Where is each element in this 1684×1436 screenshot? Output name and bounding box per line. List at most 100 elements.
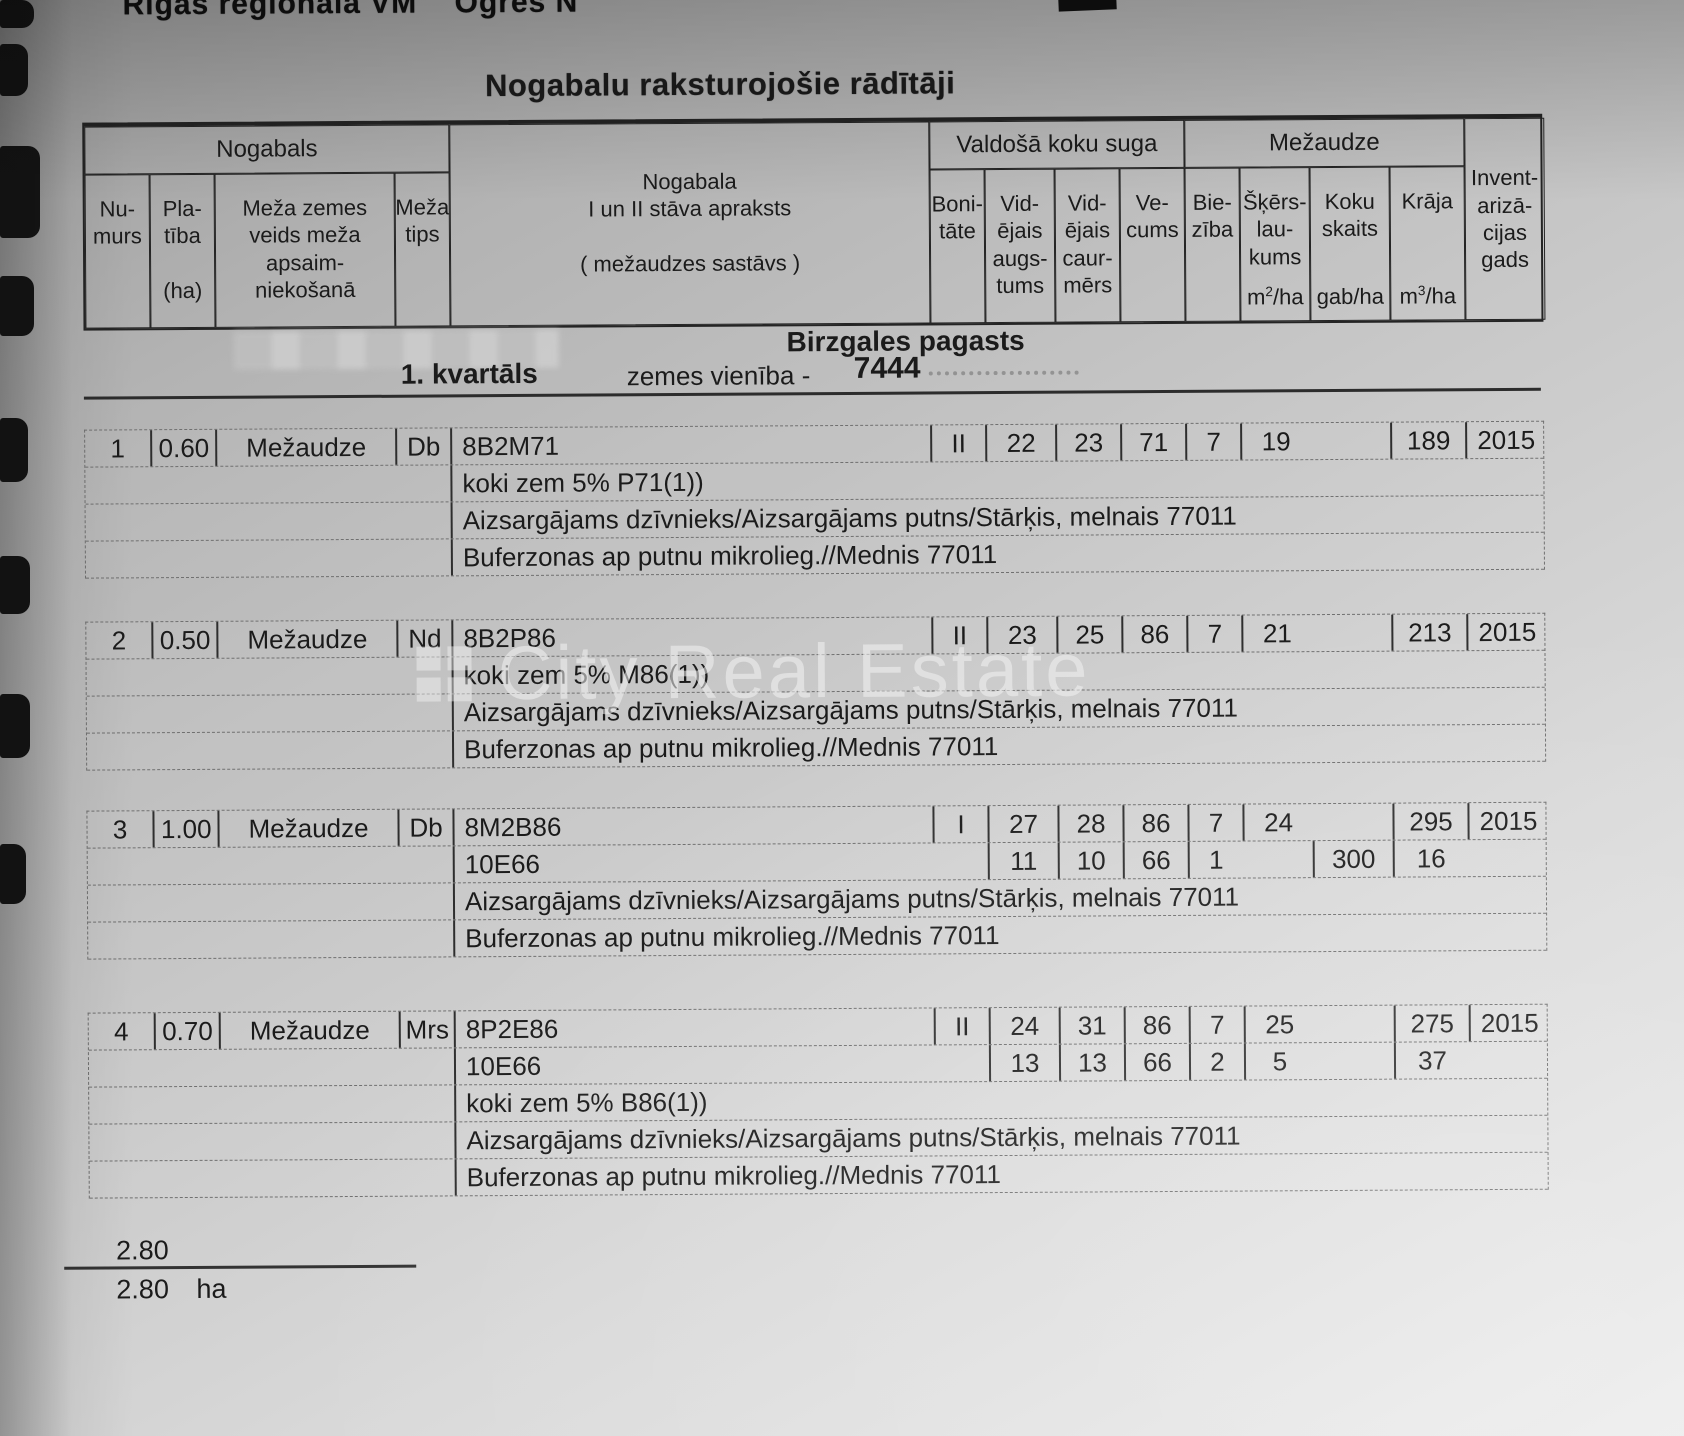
- cell-numurs: 1: [110, 432, 126, 463]
- cell-skerslaukums: 19: [1240, 423, 1311, 460]
- header-bieziba: Bie- zība: [1184, 167, 1241, 322]
- cell-bonitate: II: [931, 617, 987, 654]
- cell-caurmers: 23: [1055, 424, 1121, 461]
- header-koku-skaits: Koku skaits gab/ha: [1309, 166, 1391, 322]
- cell-caurmers: 28: [1057, 805, 1123, 842]
- zemes-vieniba-redacted-dots: [928, 370, 1079, 376]
- cell-tips: Db: [397, 809, 453, 846]
- record-1: 1 0.60 Mežaudze Db 8B2M71 II 22 23 71 7 …: [84, 420, 1546, 579]
- header-apraksts: Nogabala I un II stāva apraksts ( mežaud…: [449, 121, 931, 327]
- cell-augstums: 27: [987, 805, 1058, 843]
- binding-mark: [0, 0, 34, 28]
- cell-vecums: 66: [1123, 1043, 1190, 1081]
- cell-kraja: 189: [1390, 422, 1466, 459]
- cell-sastavs: Aizsargājams dzīvnieks/Aizsargājams putn…: [452, 880, 1239, 920]
- cell-augstums: 13: [988, 1044, 1060, 1082]
- zemes-vieniba-label: zemes vienība -: [626, 360, 811, 392]
- cell-sastavs: Buferzonas ap putnu mikrolieg.//Mednis 7…: [454, 1156, 1001, 1196]
- record-row: Buferzonas ap putnu mikrolieg.//Mednis 7…: [85, 532, 1544, 579]
- record-4: 4 0.70 Mežaudze Mrs 8P2E86 II 24 31 86 7…: [87, 1003, 1549, 1199]
- cell-kraja: 37: [1393, 1042, 1470, 1079]
- binding-mark: [0, 418, 28, 482]
- header-meza-tips: Meža tips: [394, 172, 451, 327]
- cell-augstums: 22: [985, 424, 1056, 462]
- platiba-total: 2.80 ha: [116, 1274, 226, 1306]
- cell-kraja: 16: [1392, 840, 1468, 877]
- header-group-mezaudze: Mežaudze: [1184, 118, 1465, 168]
- kvartals-label: 1. kvartāls: [400, 357, 538, 390]
- cell-skerslaukums: 5: [1243, 1043, 1315, 1080]
- binding-mark: [0, 146, 40, 238]
- cell-sastavs: Buferzonas ap putnu mikrolieg.//Mednis 7…: [450, 536, 997, 576]
- record-row: Buferzonas ap putnu mikrolieg.//Mednis 7…: [89, 1152, 1548, 1199]
- cell-skerslaukums: 21: [1241, 615, 1312, 652]
- page-title: Nogabalu raksturojošie rādītāji: [484, 65, 956, 104]
- header-platiba: Pla- tība (ha): [149, 173, 216, 329]
- cell-sastavs: Aizsargājams dzīvnieks/Aizsargājams putn…: [454, 1119, 1241, 1159]
- cell-vecums: 86: [1122, 804, 1188, 842]
- binding-mark: [0, 44, 28, 96]
- cell-gads: 2015: [1468, 1004, 1549, 1042]
- cell-sastavs: 8B2M71: [450, 425, 931, 465]
- cell-veids: Mežaudze: [217, 809, 398, 847]
- header-bonitate: Boni- tāte: [929, 169, 986, 324]
- header-skerslaukums-unit: m2/ha: [1246, 283, 1304, 310]
- cell-sastavs: koki zem 5% P71(1)): [450, 462, 931, 502]
- cell-sastavs: 8M2B86: [452, 806, 933, 846]
- cell-gads: 2015: [1466, 613, 1547, 651]
- cell-tips: Mrs: [398, 1011, 454, 1048]
- cell-kraja: 213: [1391, 614, 1467, 651]
- cell-augstums: 11: [987, 842, 1058, 880]
- header-group-nogabals: Nogabals: [84, 124, 450, 175]
- cell-platiba: 0.60: [150, 429, 216, 467]
- cell-vecums: 66: [1122, 841, 1188, 879]
- cell-caurmers: 31: [1058, 1007, 1124, 1044]
- cell-bieziba: 1: [1187, 841, 1243, 878]
- cell-numurs: 3: [112, 813, 128, 844]
- platiba-sum: 2.80: [116, 1235, 169, 1266]
- cell-sastavs: 8B2P86: [451, 617, 932, 657]
- header-videjais-augstums: Vid- ējais augs- tums: [984, 168, 1056, 324]
- cell-bieziba: 2: [1188, 1043, 1245, 1080]
- cell-vecums: 86: [1121, 615, 1187, 653]
- binding-mark: [0, 556, 30, 614]
- cell-tips: Db: [395, 428, 451, 465]
- cell-bieziba: 7: [1186, 615, 1242, 652]
- cell-bieziba: 7: [1185, 423, 1241, 460]
- header-numurs: Nu- murs: [84, 174, 151, 329]
- platiba-total-unit: ha: [196, 1273, 227, 1304]
- section-divider-line: [83, 387, 1541, 400]
- scan-artifact-mark: [1058, 0, 1117, 12]
- cell-bonitate: II: [933, 1008, 989, 1045]
- zemes-vieniba-value: 7444: [853, 351, 921, 385]
- binding-mark: [0, 276, 34, 336]
- header-vecums: Ve- cums: [1119, 167, 1186, 323]
- cell-sastavs: 8P2E86: [453, 1008, 934, 1048]
- header-kraja: Krāja m3/ha: [1389, 166, 1466, 321]
- cell-veids: Mežaudze: [216, 620, 397, 658]
- cell-gads: 2015: [1467, 802, 1548, 840]
- header-group-valdosa-koku-suga: Valdošā koku suga: [929, 119, 1185, 170]
- header-skerslaukums-label: Šķērs- lau- kums: [1242, 189, 1307, 270]
- letterhead-cut-text: Rīgas reģionālā VM Ogres N: [122, 0, 579, 22]
- platiba-total-value: 2.80: [116, 1274, 170, 1305]
- binding-mark: [0, 844, 26, 904]
- cell-sastavs: Buferzonas ap putnu mikrolieg.//Mednis 7…: [453, 917, 1000, 957]
- header-meza-zemes-veids: Meža zemes veids meža apsaim- niekošanā: [214, 172, 396, 328]
- cell-numurs: 2: [111, 624, 127, 655]
- cell-sastavs: koki zem 5% M86(1)): [451, 654, 932, 694]
- record-2: 2 0.50 Mežaudze Nd 8B2P86 II 23 25 86 7 …: [85, 612, 1547, 771]
- cell-vecums: 86: [1123, 1006, 1189, 1044]
- cell-kraja: 275: [1393, 1005, 1469, 1042]
- record-row: Buferzonas ap putnu mikrolieg.//Mednis 7…: [86, 724, 1546, 771]
- cell-vecums: 71: [1120, 423, 1186, 461]
- cell-sastavs: 10E66: [453, 1045, 935, 1085]
- cell-bonitate: I: [932, 806, 988, 843]
- header-koku-skaits-unit: gab/ha: [1316, 283, 1385, 309]
- cell-caurmers: 13: [1058, 1044, 1125, 1081]
- cell-caurmers: 25: [1056, 616, 1122, 653]
- cell-gads: 2015: [1465, 421, 1546, 459]
- cell-veids: Mežaudze: [218, 1011, 399, 1049]
- header-koku-skaits-label: Koku skaits: [1321, 188, 1379, 242]
